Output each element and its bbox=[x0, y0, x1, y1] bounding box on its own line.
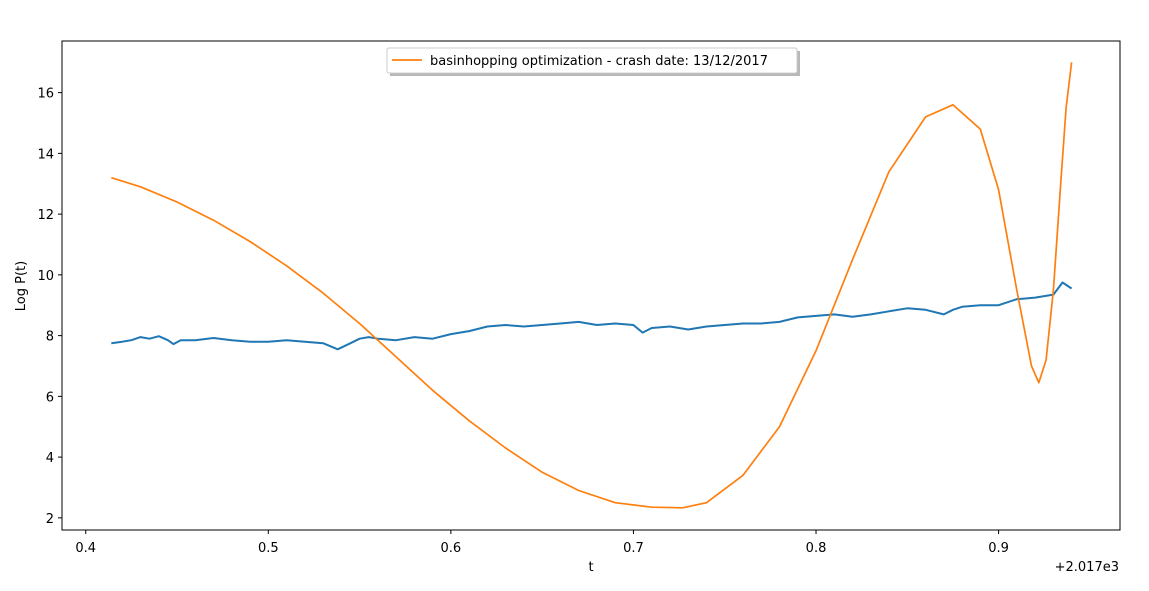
y-axis: 2 4 6 8 10 12 14 16 bbox=[37, 87, 62, 527]
series-line-1 bbox=[111, 62, 1073, 509]
y-tick-label: 6 bbox=[46, 390, 54, 405]
legend: basinhopping optimization - crash date: … bbox=[386, 47, 800, 76]
x-tick-label: 0.4 bbox=[75, 541, 96, 556]
x-tick-label: 0.5 bbox=[258, 541, 279, 556]
legend-label: basinhopping optimization - crash date: … bbox=[430, 54, 768, 69]
y-tick-label: 16 bbox=[37, 87, 54, 102]
y-tick-label: 8 bbox=[46, 330, 54, 345]
y-tick-label: 2 bbox=[46, 512, 54, 527]
x-tick-label: 0.8 bbox=[806, 541, 827, 556]
y-tick-label: 10 bbox=[37, 269, 54, 284]
legend-box bbox=[386, 47, 798, 74]
y-tick-label: 4 bbox=[46, 451, 54, 466]
y-tick-label: 14 bbox=[37, 147, 54, 162]
y-tick-label: 12 bbox=[37, 208, 54, 223]
x-axis: 0.4 0.5 0.6 0.7 0.8 0.9 bbox=[75, 530, 1009, 556]
x-tick-label: 0.6 bbox=[441, 541, 462, 556]
series-layer bbox=[111, 62, 1073, 509]
x-tick-label: 0.9 bbox=[988, 541, 1009, 556]
x-offset-label: +2.017e3 bbox=[1055, 560, 1119, 575]
series-line-0 bbox=[111, 281, 1073, 351]
y-axis-label: Log P(t) bbox=[14, 261, 29, 311]
plot-frame bbox=[61, 40, 1121, 531]
x-axis-label: t bbox=[588, 560, 593, 575]
x-tick-label: 0.7 bbox=[623, 541, 644, 556]
